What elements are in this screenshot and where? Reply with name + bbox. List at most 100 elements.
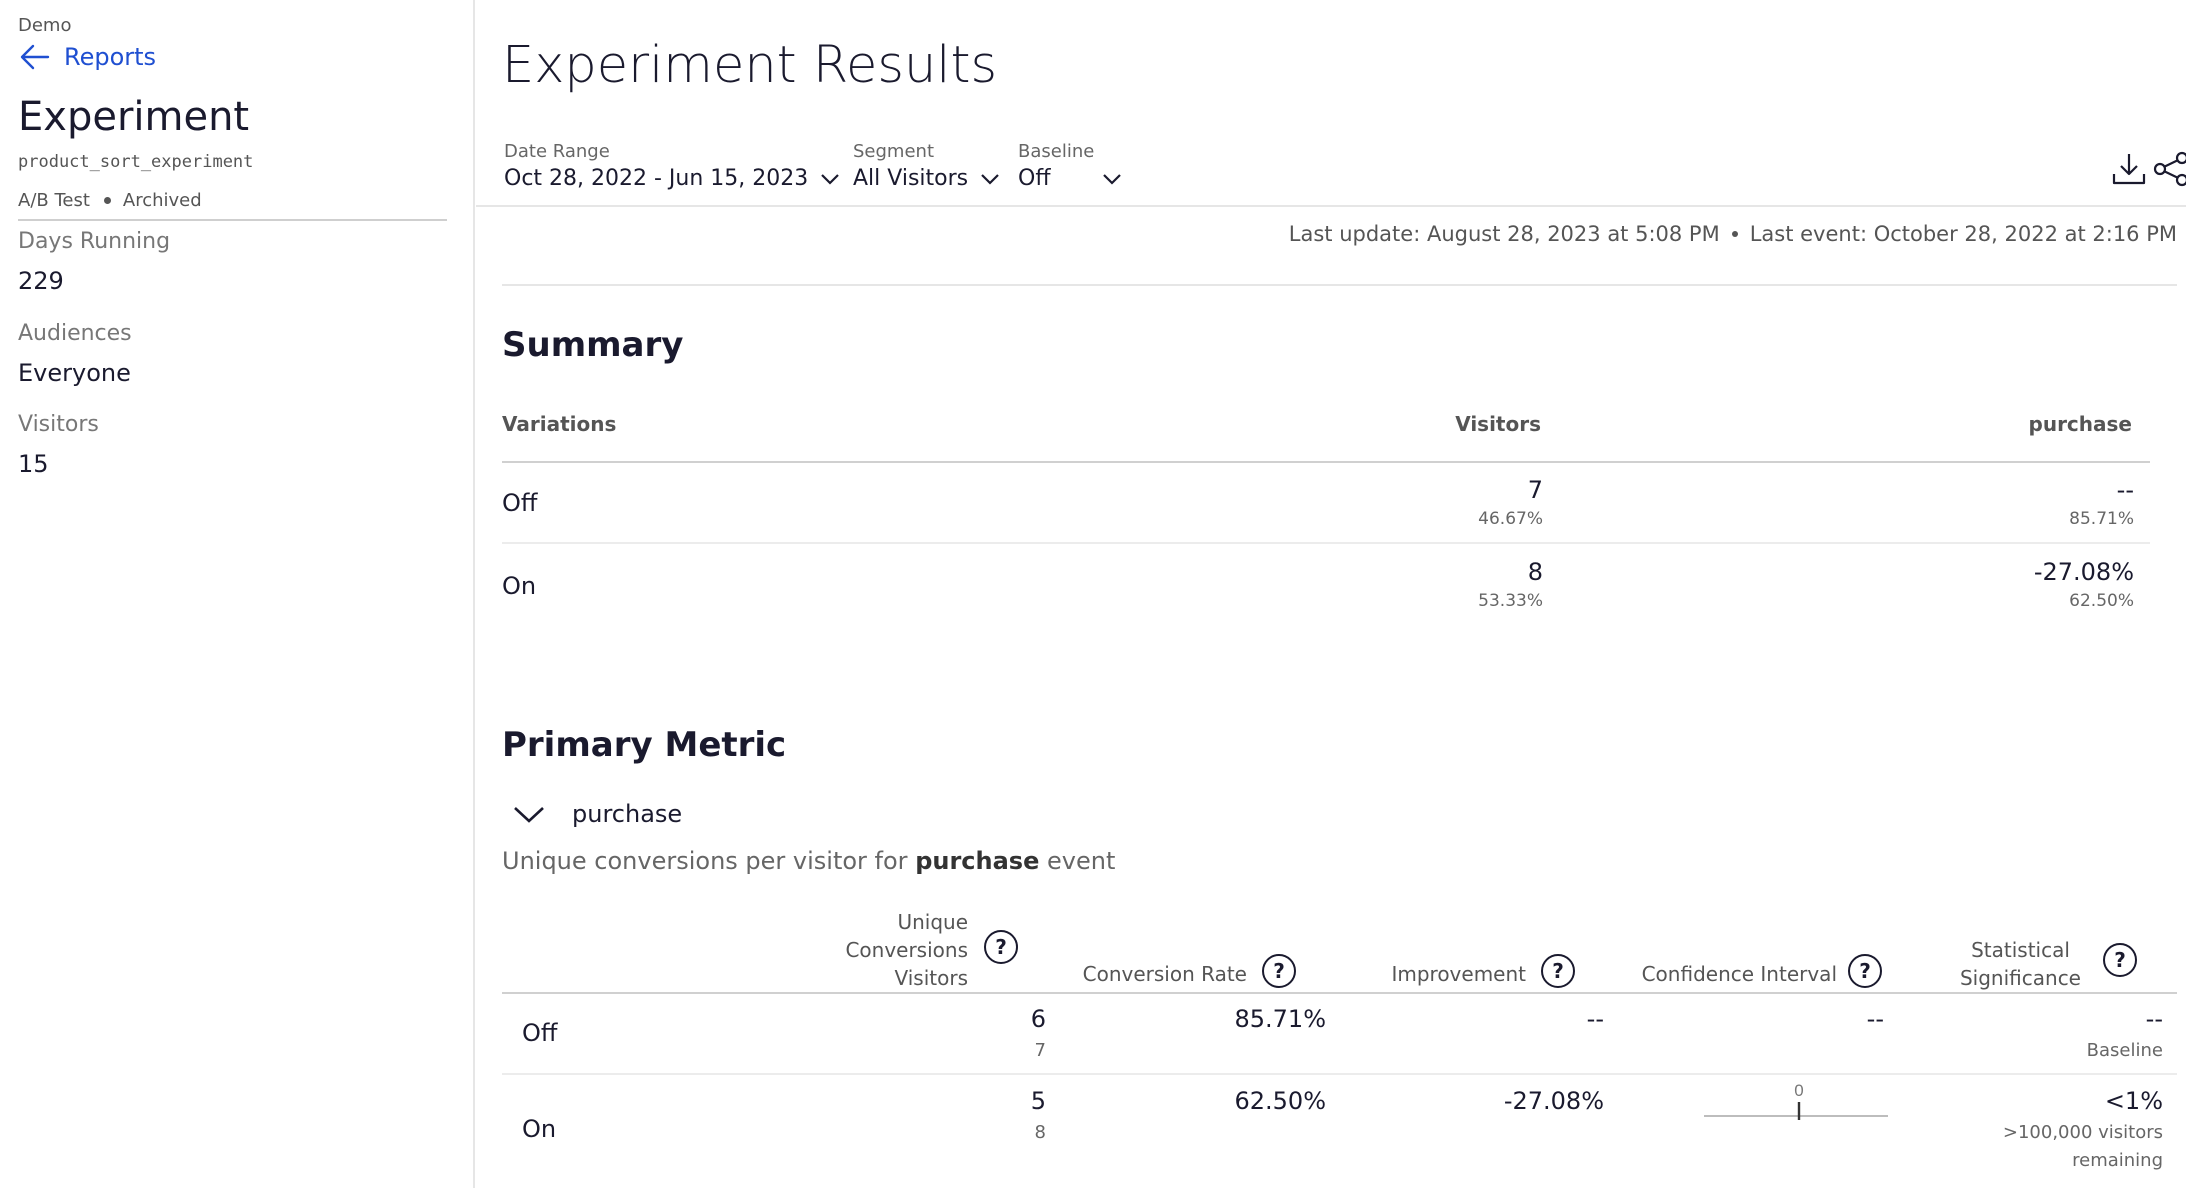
col-unique-conversions: Unique Conversions Visitors (845, 908, 968, 992)
visitors-percent: 46.67% (1478, 509, 1543, 529)
segment-select[interactable]: All Visitors (853, 166, 1000, 191)
date-range-value: Oct 28, 2022 - Jun 15, 2023 (504, 166, 809, 191)
page-title: Experiment Results (502, 36, 998, 95)
confidence-interval-chart: 0 (1704, 1081, 1888, 1120)
col-header-line: Statistical (1971, 938, 2070, 962)
share-icon[interactable] (2152, 150, 2186, 188)
divider (18, 219, 447, 221)
variation-name: On (502, 572, 537, 600)
variation-name: Off (522, 1019, 558, 1047)
visitors-count: 7 (1034, 1040, 1046, 1061)
unique-conversions: 6 (1030, 1005, 1046, 1033)
help-icon[interactable]: ? (1848, 954, 1882, 988)
baseline-filter[interactable]: Baseline Off (1018, 141, 1122, 191)
col-conversion-rate: Conversion Rate (1082, 962, 1247, 986)
metric-name: purchase (572, 800, 683, 828)
purchase-improvement: -- (2116, 476, 2134, 504)
statistical-significance: <1% (2104, 1087, 2163, 1115)
segment-label: Segment (853, 141, 934, 162)
help-icon[interactable]: ? (1541, 954, 1575, 988)
baseline-label: Baseline (2086, 1040, 2163, 1061)
arrow-left-icon (20, 44, 50, 70)
variation-name: On (522, 1115, 557, 1143)
last-update: Last update: August 28, 2023 at 5:08 PM (1288, 222, 1720, 246)
back-link-label: Reports (64, 43, 157, 71)
baseline-value: Off (1018, 166, 1051, 191)
col-improvement: Improvement (1391, 962, 1526, 986)
days-running-label: Days Running (18, 229, 171, 254)
help-icon[interactable]: ? (2103, 943, 2137, 977)
col-header-line: Conversions (845, 938, 968, 962)
date-range-label: Date Range (504, 141, 610, 162)
col-header-line: Significance (1959, 966, 2081, 990)
experiment-meta: A/B Test Archived (18, 190, 202, 211)
baseline-label: Baseline (1018, 141, 1095, 162)
col-purchase: purchase (2028, 412, 2132, 436)
update-info: Last update: August 28, 2023 at 5:08 PM … (1289, 222, 2177, 246)
visitors-count: 8 (1034, 1122, 1046, 1143)
experiment-title: Experiment (18, 94, 250, 140)
header-divider (476, 205, 2186, 207)
baseline-select[interactable]: Off (1018, 166, 1122, 191)
col-header-line: Unique (897, 910, 968, 934)
primary-metric-heading: Primary Metric (502, 725, 787, 765)
summary-heading: Summary (502, 325, 684, 365)
last-event: Last event: October 28, 2022 at 2:16 PM (1749, 222, 2177, 246)
visitors-percent: 53.33% (1478, 591, 1543, 611)
org-name: Demo (18, 15, 72, 36)
metric-header-divider (502, 992, 2177, 994)
experiment-status: Archived (122, 190, 202, 211)
purchase-improvement: -27.08% (2033, 558, 2134, 586)
metric-description: Unique conversions per visitor for purch… (502, 847, 1115, 875)
description-event: purchase (915, 847, 1040, 875)
description-prefix: Unique conversions per visitor for (502, 847, 908, 875)
sidebar: Demo Reports Experiment product_sort_exp… (0, 0, 475, 1188)
variation-name: Off (502, 489, 538, 517)
ci-zero-label: 0 (1794, 1081, 1803, 1100)
visitors-count: 8 (1527, 558, 1543, 586)
date-range-filter[interactable]: Date Range Oct 28, 2022 - Jun 15, 2023 (504, 141, 840, 191)
col-statistical-significance: Statistical Significance (1960, 936, 2081, 992)
segment-value: All Visitors (853, 166, 969, 191)
visitors-label: Visitors (18, 412, 99, 437)
col-variations: Variations (502, 412, 617, 436)
visitors-remaining-line: >100,000 visitors (2002, 1122, 2163, 1143)
chevron-down-icon (821, 173, 840, 185)
section-divider (502, 284, 2177, 286)
segment-filter[interactable]: Segment All Visitors (853, 141, 1000, 191)
audiences-label: Audiences (18, 321, 132, 346)
visitors-count: 7 (1527, 476, 1543, 504)
audiences-value: Everyone (18, 359, 131, 387)
improvement: -- (1586, 1005, 1604, 1033)
row-divider (502, 542, 2150, 544)
col-header-line: Visitors (894, 966, 969, 990)
col-confidence-interval: Confidence Interval (1641, 962, 1837, 986)
chevron-down-icon (514, 807, 544, 823)
col-visitors: Visitors (1455, 412, 1541, 436)
unique-conversions: 5 (1030, 1087, 1046, 1115)
visitors-remaining-line: remaining (2072, 1150, 2163, 1171)
row-divider (502, 1073, 2177, 1075)
download-icon[interactable] (2110, 150, 2148, 188)
improvement: -27.08% (1503, 1087, 1604, 1115)
help-icon[interactable]: ? (1262, 954, 1296, 988)
chevron-down-icon (981, 173, 999, 185)
back-to-reports-link[interactable]: Reports (18, 40, 156, 74)
conversion-rate: 62.50% (1234, 1087, 1326, 1115)
purchase-rate: 85.71% (2069, 509, 2134, 529)
help-icon[interactable]: ? (984, 930, 1018, 964)
confidence-interval: -- (1866, 1005, 1884, 1033)
chevron-down-icon (1103, 173, 1121, 185)
purchase-rate: 62.50% (2069, 591, 2134, 611)
days-running-value: 229 (18, 267, 64, 295)
visitors-remaining: >100,000 visitors remaining (2003, 1119, 2163, 1175)
separator-dot (1731, 231, 1738, 237)
metric-collapse-toggle[interactable]: purchase (512, 800, 682, 828)
description-suffix: event (1047, 847, 1116, 875)
visitors-value: 15 (18, 450, 49, 478)
conversion-rate: 85.71% (1234, 1005, 1326, 1033)
experiment-type: A/B Test (18, 190, 90, 211)
date-range-select[interactable]: Oct 28, 2022 - Jun 15, 2023 (504, 166, 840, 191)
separator-dot (103, 197, 111, 204)
summary-header-divider (502, 461, 2150, 463)
